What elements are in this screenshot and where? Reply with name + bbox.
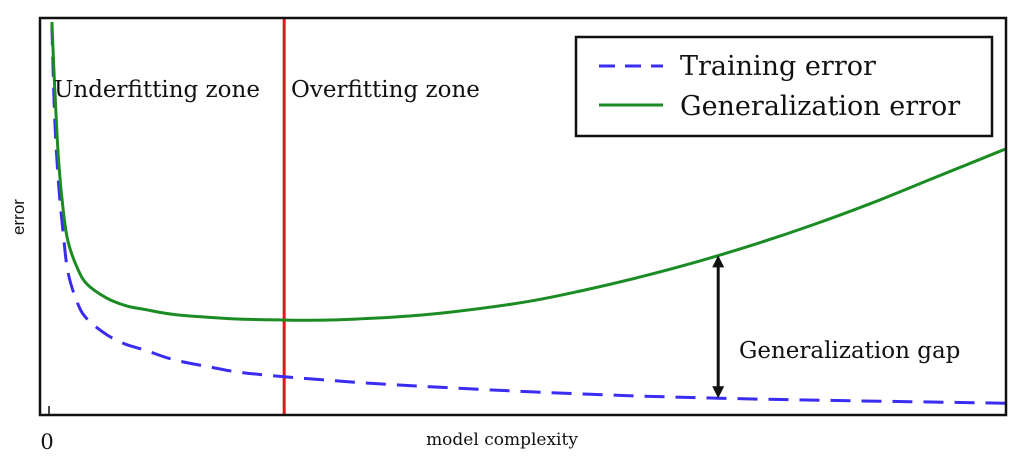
series-layer <box>50 21 1006 405</box>
generalization-gap-annotation: Generalization gap <box>712 255 960 399</box>
legend: Training error Generalization error <box>574 35 994 138</box>
gap-arrow-head-down-icon <box>712 386 725 399</box>
plot-frame <box>38 16 1008 417</box>
x-tick-label-0: 0 <box>40 430 53 454</box>
legend-generalization-label: Generalization error <box>680 91 960 122</box>
generalization-gap-label: Generalization gap <box>739 338 960 364</box>
underfitting-zone-label: Underfitting zone <box>54 77 260 103</box>
series-line-training-error <box>50 25 1006 405</box>
series-line-generalization-error <box>50 21 1006 322</box>
y-axis-label: error <box>9 199 28 235</box>
legend-box <box>574 35 994 138</box>
legend-training-label: Training error <box>680 51 876 82</box>
gap-arrow-head-up-icon <box>712 255 725 268</box>
x-axis-label: model complexity <box>426 430 578 450</box>
overfitting-zone-label: Overfitting zone <box>291 77 480 103</box>
